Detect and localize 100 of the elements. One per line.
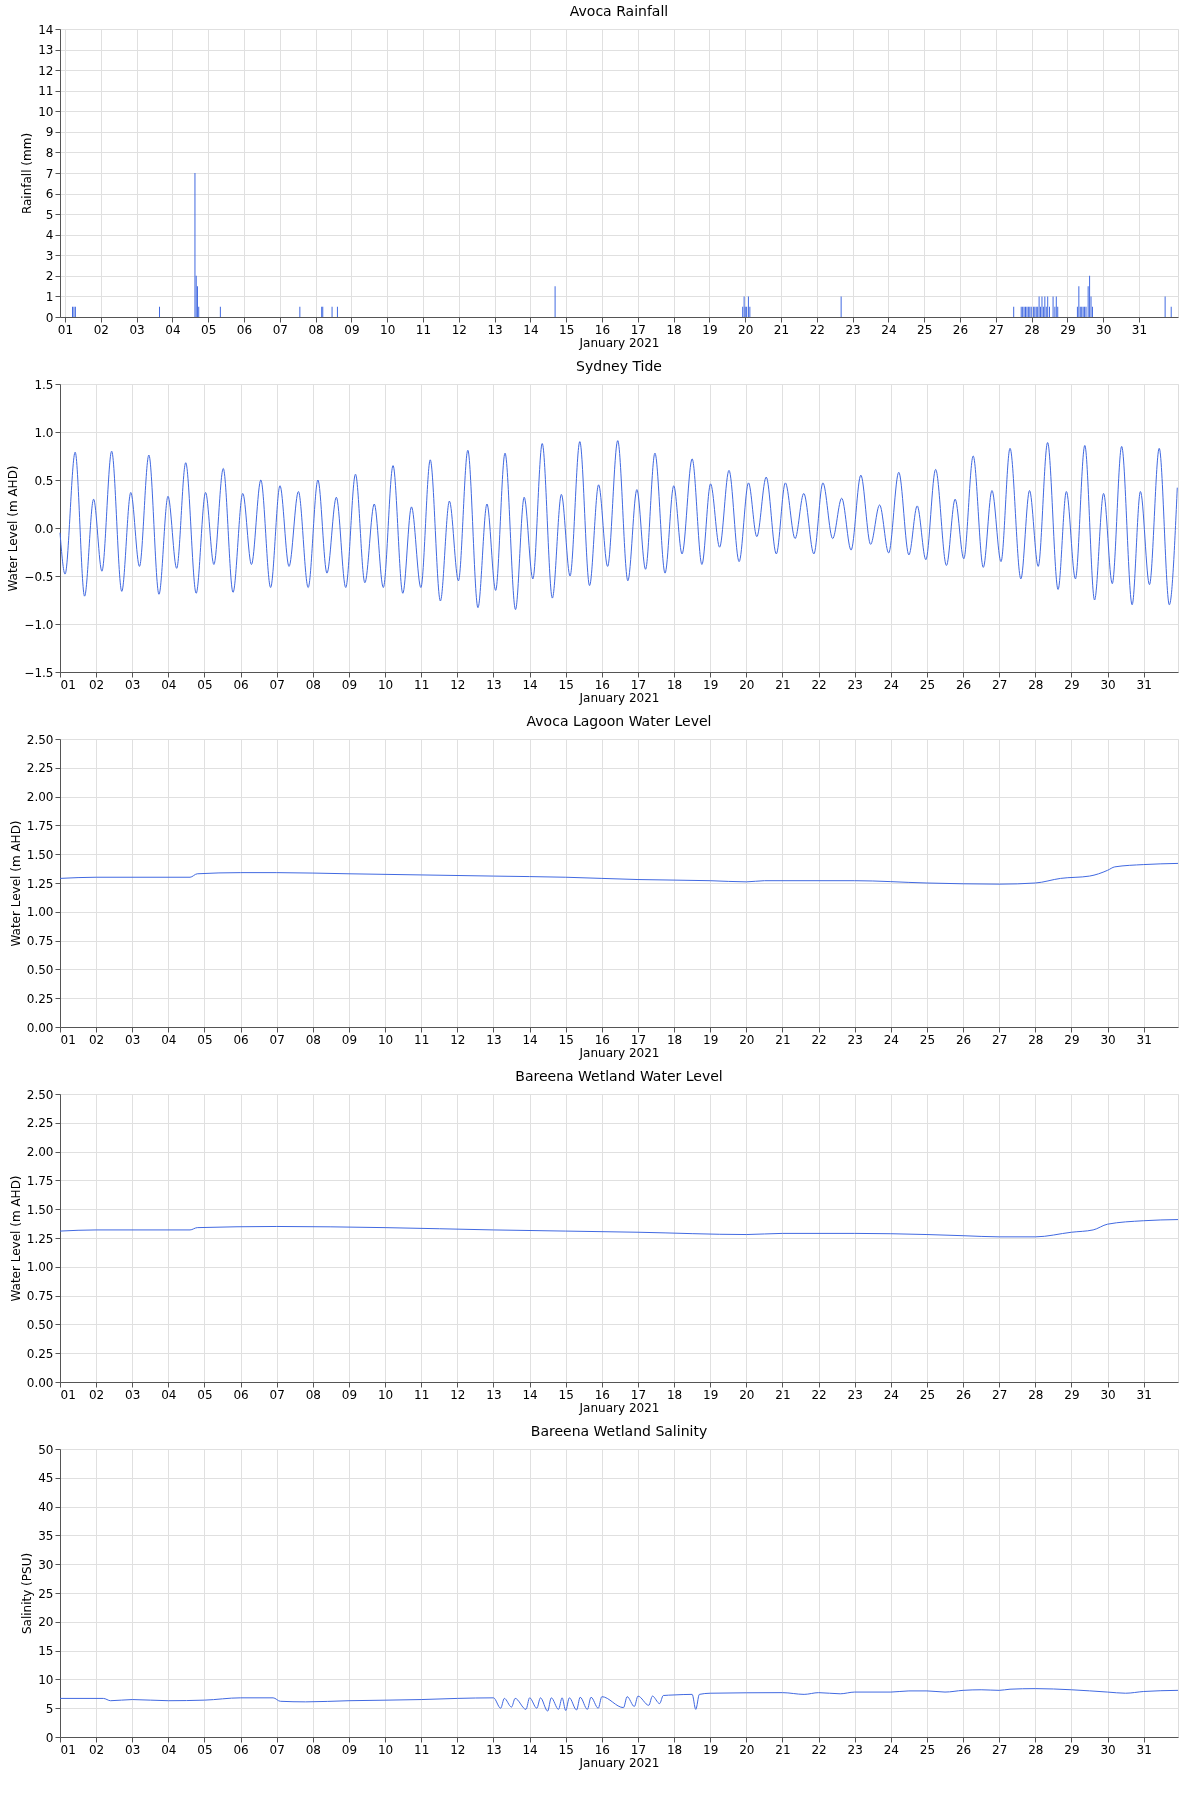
y-axis-title: Salinity (PSU) [20,1552,35,1635]
x-tick-label: 13 [487,322,503,337]
x-tick-label: 26 [952,322,969,337]
x-tick-label: 22 [809,322,825,337]
y-axis-title: Water Level (m AHD) [6,465,21,592]
x-tick-label: 01 [60,677,76,692]
x-tick-label: 11 [414,1742,430,1757]
y-tick-label: 30 [38,1557,54,1572]
x-tick-label: 11 [414,1387,430,1402]
x-tick-label: 21 [775,1032,791,1047]
y-tick-label: 1.0 [34,425,54,440]
y-tick-label: −0.5 [24,569,54,584]
x-tick-label: 20 [739,1032,755,1047]
x-tick-label: 20 [739,677,755,692]
x-tick-label: 08 [305,1387,321,1402]
x-tick-label: 03 [125,1032,141,1047]
x-tick-label: 12 [450,1742,466,1757]
x-axis-title: January 2021 [578,690,660,705]
x-tick-label: 30 [1096,322,1112,337]
y-tick-label: 0 [45,310,54,325]
x-tick-label: 28 [1028,1387,1044,1402]
y-tick-label: 3 [45,248,54,263]
x-tick-label: 24 [883,1387,899,1402]
y-tick-label: 6 [45,187,54,202]
y-tick-label: 2 [45,269,54,284]
x-tick-label: 31 [1136,1387,1152,1402]
x-tick-label: 01 [60,1387,76,1402]
x-tick-label: 10 [380,322,396,337]
x-tick-label: 24 [881,322,897,337]
x-tick-label: 13 [486,677,502,692]
x-tick-label: 28 [1028,1742,1044,1757]
x-tick-label: 08 [305,1742,321,1757]
chart-title: Bareena Wetland Water Level [515,1068,723,1084]
x-tick-label: 09 [341,677,358,692]
x-tick-label: 02 [88,1387,105,1402]
x-tick-label: 27 [992,1387,1008,1402]
y-tick-label: 14 [38,22,54,37]
x-tick-label: 04 [161,1742,177,1757]
line-series [59,862,1179,885]
line-series [59,1219,1179,1238]
x-axis-title: January 2021 [578,1755,660,1770]
x-tick-label: 15 [559,322,575,337]
x-tick-label: 28 [1028,1032,1044,1047]
x-tick-label: 14 [522,1742,538,1757]
x-tick-label: 17 [630,677,647,692]
x-tick-label: 02 [88,677,105,692]
x-tick-label: 21 [773,322,790,337]
x-tick-label: 23 [847,1742,863,1757]
x-tick-label: 21 [775,1742,791,1757]
y-tick-label: 20 [38,1615,54,1630]
x-tick-label: 01 [57,322,74,337]
x-tick-label: 14 [522,1032,538,1047]
y-tick-label: 8 [45,145,54,160]
y-axis-title: Rainfall (mm) [20,132,35,215]
x-tick-label: 09 [341,1742,358,1757]
x-tick-label: 26 [955,1387,972,1402]
x-tick-label: 03 [125,677,141,692]
x-tick-label: 26 [955,677,972,692]
y-tick-label: 1.50 [26,847,54,862]
x-axis-title: January 2021 [578,1400,660,1415]
x-tick-label: 31 [1136,1742,1152,1757]
x-tick-label: 04 [161,677,177,692]
x-tick-label: 17 [630,1032,647,1047]
y-tick-label: 13 [38,43,54,58]
x-tick-label: 10 [377,677,394,692]
x-tick-label: 25 [919,1742,936,1757]
x-tick-label: 19 [703,1032,719,1047]
x-tick-label: 05 [201,322,217,337]
x-tick-label: 22 [811,1032,827,1047]
x-tick-label: 13 [486,1032,502,1047]
x-tick-label: 18 [666,322,682,337]
x-tick-label: 19 [703,677,719,692]
x-tick-label: 17 [630,1742,647,1757]
x-tick-label: 19 [703,1742,719,1757]
x-tick-label: 12 [450,1032,466,1047]
x-tick-label: 12 [450,677,466,692]
y-tick-label: 50 [38,1442,54,1457]
x-tick-label: 07 [272,322,288,337]
y-tick-label: −1.5 [24,665,54,680]
x-tick-label: 07 [269,677,285,692]
y-tick-label: 15 [38,1644,54,1659]
x-tick-label: 11 [414,677,430,692]
x-tick-label: 15 [558,1742,574,1757]
y-tick-label: 0.50 [26,962,54,977]
y-tick-label: 2.50 [26,732,54,747]
x-tick-label: 23 [847,1032,863,1047]
x-tick-label: 20 [739,1387,755,1402]
x-tick-label: 06 [233,1032,249,1047]
chart-title: Bareena Wetland Salinity [530,1423,708,1439]
y-tick-label: 2.25 [26,1116,54,1131]
x-tick-label: 05 [197,1742,213,1757]
y-tick-label: 1 [45,289,54,304]
x-tick-label: 05 [197,677,213,692]
x-tick-label: 24 [883,677,899,692]
x-tick-label: 04 [165,322,181,337]
y-tick-label: 1.5 [34,377,54,392]
x-tick-label: 12 [451,322,467,337]
y-tick-label: 0.5 [34,473,54,488]
x-tick-label: 09 [341,1387,358,1402]
x-tick-label: 11 [414,1032,430,1047]
